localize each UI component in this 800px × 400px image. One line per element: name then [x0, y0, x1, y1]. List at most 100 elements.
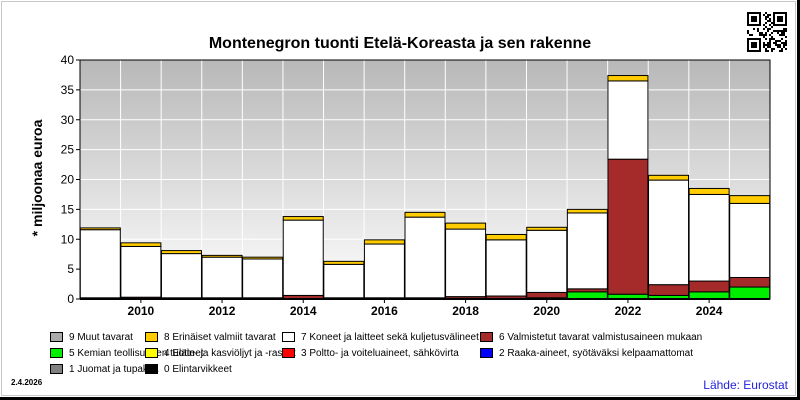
qr-module [747, 32, 749, 34]
qr-module [763, 24, 765, 26]
qr-module [765, 32, 767, 34]
legend-item: 3 Poltto- ja voiteluaineet, sähkövirta [282, 346, 459, 360]
qr-module [769, 40, 771, 42]
qr-module [781, 38, 783, 40]
qr-module [769, 28, 771, 30]
legend-item: 8 Erinäiset valmiit tavarat [145, 330, 276, 344]
bar-segment-2025-s5 [729, 286, 771, 300]
y-tick-label: 10 [61, 232, 75, 246]
y-tick-label: 30 [61, 113, 75, 127]
qr-module [763, 14, 765, 16]
qr-module [781, 48, 783, 50]
qr-module [763, 46, 765, 48]
qr-module [767, 30, 769, 32]
qr-module [783, 32, 785, 34]
qr-module [775, 30, 777, 32]
chart-title: Montenegron tuonti Etelä-Koreasta ja sen… [209, 35, 591, 52]
qr-module [775, 42, 777, 44]
qr-module [777, 44, 779, 46]
qr-module [767, 44, 769, 46]
y-tick-label: 40 [61, 53, 75, 67]
qr-module [757, 28, 759, 30]
bar-segment-2016-s8 [363, 239, 405, 245]
qr-module [769, 44, 771, 46]
bar-segment-2022-s6 [607, 158, 649, 295]
qr-module [761, 34, 763, 36]
y-tick-label: 25 [61, 143, 75, 157]
bar-segment-2018-s7 [445, 228, 487, 298]
bar-segment-2017-s8 [404, 211, 446, 218]
qr-module [765, 34, 767, 36]
bar-segment-2024-s6 [688, 280, 730, 293]
qr-module [785, 48, 787, 50]
qr-module [785, 36, 787, 38]
date-stamp: 2.4.2026 [11, 378, 43, 387]
bar-segment-2020-s7 [526, 229, 568, 293]
qr-module [767, 16, 769, 18]
qr-module [775, 44, 777, 46]
qr-finder-core [751, 42, 757, 48]
legend-swatch [50, 348, 63, 358]
qr-module [785, 28, 787, 30]
qr-module [765, 12, 767, 14]
bar-segment-2009-s8 [79, 227, 121, 231]
y-tick-label: 15 [61, 202, 75, 216]
bar-segment-2015-s7 [323, 263, 365, 299]
bar-segment-2024-s7 [688, 193, 730, 282]
qr-module [773, 30, 775, 32]
legend-label: 9 Muut tavarat [69, 331, 133, 343]
legend-item: 1 Juomat ja tupakka [50, 362, 159, 376]
y-ticks: 0 5 10 15 20 25 30 35 40 [61, 53, 80, 306]
bar-segment-2011-s8 [160, 250, 202, 255]
qr-finder-core [751, 16, 757, 22]
qr-module [769, 20, 771, 22]
qr-module [779, 40, 781, 42]
legend-swatch [50, 364, 63, 374]
bar-segment-2010-s7 [120, 245, 162, 298]
qr-finder-core [777, 16, 783, 22]
legend-swatch [50, 332, 63, 342]
qr-module [773, 38, 775, 40]
qr-module [769, 34, 771, 36]
bar-segment-2023-s6 [648, 284, 690, 296]
qr-module [777, 30, 779, 32]
legend-swatch [282, 348, 295, 358]
bar-segment-2017-s7 [404, 216, 446, 299]
qr-module [771, 38, 773, 40]
bar-segment-2016-s7 [363, 243, 405, 299]
bar-segment-2021-s5 [566, 291, 608, 300]
x-tick-label: 2024 [696, 304, 723, 318]
legend-swatch [145, 332, 158, 342]
qr-module [771, 50, 773, 52]
legend-label: 7 Koneet ja laitteet sekä kuljetusväline… [301, 331, 479, 343]
x-tick-label: 2012 [209, 304, 236, 318]
qr-module [763, 28, 765, 30]
bar-segment-2010-s8 [120, 242, 162, 247]
bar-segment-2023-s7 [648, 179, 690, 286]
legend-swatch [480, 348, 493, 358]
qr-module [771, 48, 773, 50]
qr-module [767, 28, 769, 30]
bar-segment-2025-s7 [729, 202, 771, 278]
bar-segment-2015-s8 [323, 260, 365, 265]
qr-module [779, 30, 781, 32]
qr-module [769, 42, 771, 44]
qr-module [769, 14, 771, 16]
qr-module [783, 34, 785, 36]
qr-module [765, 26, 767, 28]
bar-segment-2018-s8 [445, 222, 487, 230]
legend-label: 6 Valmistetut tavarat valmistusaineen mu… [499, 331, 703, 343]
qr-module [783, 44, 785, 46]
bar-segment-2021-s8 [566, 208, 608, 214]
qr-module [777, 46, 779, 48]
qr-module [783, 30, 785, 32]
qr-module [777, 40, 779, 42]
y-tick-label: 5 [67, 262, 74, 276]
legend-item: 6 Valmistetut tavarat valmistusaineen mu… [480, 330, 702, 344]
legend-label: 4 Eläin- ja kasviöljyt ja -rasvat [164, 347, 296, 359]
qr-module [749, 34, 751, 36]
legend-swatch [145, 364, 158, 374]
qr-module [759, 32, 761, 34]
legend-item: 7 Koneet ja laitteet sekä kuljetusväline… [282, 330, 479, 344]
